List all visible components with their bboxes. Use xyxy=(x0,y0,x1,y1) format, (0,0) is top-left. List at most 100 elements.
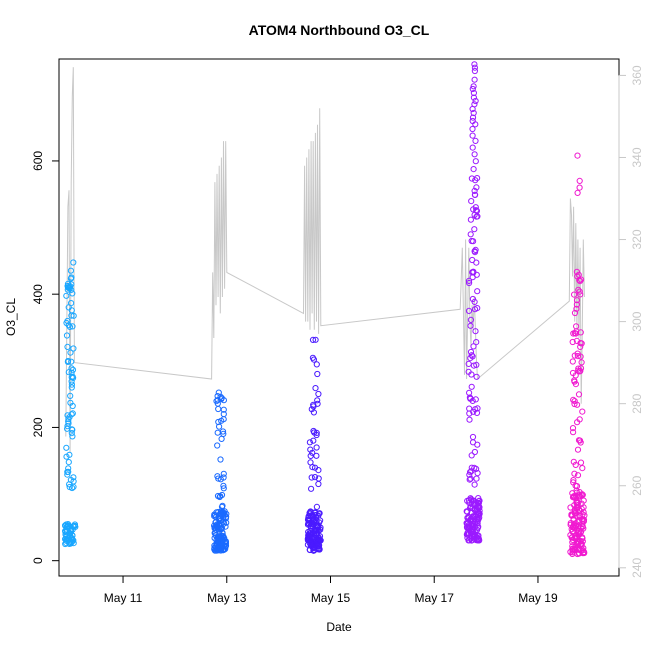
data-point xyxy=(466,476,473,483)
data-point xyxy=(576,278,584,285)
data-point xyxy=(64,412,71,419)
data-point xyxy=(467,316,474,323)
data-point xyxy=(469,132,476,139)
data-point xyxy=(70,259,77,266)
data-point xyxy=(63,444,70,451)
data-point xyxy=(466,530,473,537)
data-point xyxy=(573,328,580,335)
data-point xyxy=(68,426,76,433)
data-point xyxy=(214,473,221,480)
x-tick-label: May 17 xyxy=(415,591,455,605)
data-point xyxy=(572,372,579,379)
data-point xyxy=(310,437,317,444)
data-point xyxy=(470,362,477,369)
data-point xyxy=(65,416,72,423)
data-point xyxy=(471,64,478,71)
data-point xyxy=(574,446,582,453)
data-point xyxy=(471,187,478,194)
data-point xyxy=(578,500,585,507)
data-point xyxy=(473,409,481,416)
data-point xyxy=(220,397,227,404)
data-point xyxy=(314,400,321,407)
data-point xyxy=(467,231,474,238)
data-point xyxy=(470,83,477,90)
data-point xyxy=(471,61,478,68)
data-point xyxy=(307,446,314,453)
data-point xyxy=(472,204,479,211)
data-point xyxy=(467,504,474,511)
data-point xyxy=(469,295,476,303)
data-point xyxy=(470,343,477,350)
data-point xyxy=(220,411,227,418)
data-point xyxy=(474,520,481,527)
data-point xyxy=(215,405,222,413)
data-point xyxy=(221,539,228,546)
data-point xyxy=(571,309,579,317)
x-tick-label: May 19 xyxy=(518,591,558,605)
data-point xyxy=(575,391,583,398)
data-point xyxy=(470,109,477,117)
data-point xyxy=(571,400,578,408)
data-point xyxy=(473,506,481,513)
data-point xyxy=(474,470,481,477)
data-point xyxy=(66,451,73,458)
data-point xyxy=(571,291,578,298)
data-point xyxy=(211,546,218,553)
data-point xyxy=(466,416,473,423)
y-tick-label: 200 xyxy=(31,417,45,437)
data-point xyxy=(218,491,226,499)
data-point xyxy=(469,144,476,151)
data-point xyxy=(307,452,314,459)
data-point xyxy=(309,514,316,521)
data-point xyxy=(314,535,321,542)
data-point xyxy=(308,485,315,492)
y-right-tick-label: 300 xyxy=(630,311,644,331)
data-point xyxy=(475,499,482,506)
chart-title: ATOM4 Northbound O3_CL xyxy=(249,22,430,38)
data-point xyxy=(568,534,575,541)
data-point xyxy=(577,459,585,466)
data-point xyxy=(218,417,225,424)
data-point xyxy=(574,419,581,426)
data-point xyxy=(569,425,577,432)
y-right-tick-label: 340 xyxy=(630,147,644,167)
data-point xyxy=(313,361,320,368)
data-point xyxy=(574,189,581,196)
data-point xyxy=(212,524,219,532)
data-point xyxy=(217,476,224,483)
data-point xyxy=(217,538,224,545)
data-point xyxy=(573,323,580,330)
data-point xyxy=(214,429,221,436)
data-point xyxy=(466,405,473,412)
data-point xyxy=(577,546,584,553)
data-point xyxy=(579,523,586,531)
data-point xyxy=(570,477,577,484)
data-point xyxy=(579,516,586,523)
data-point xyxy=(468,383,475,390)
data-point xyxy=(467,216,474,223)
y-axis-label: O3_CL xyxy=(4,298,18,336)
data-point xyxy=(222,543,229,550)
data-point xyxy=(217,456,224,463)
data-point xyxy=(307,459,314,466)
data-point xyxy=(314,540,321,547)
data-point xyxy=(470,238,477,245)
data-point xyxy=(307,532,315,539)
data-point xyxy=(213,509,220,516)
data-point xyxy=(313,431,320,439)
data-point xyxy=(69,433,76,440)
data-point xyxy=(63,292,70,299)
data-point xyxy=(214,442,221,449)
data-point xyxy=(474,405,481,412)
data-point xyxy=(570,396,577,403)
data-point xyxy=(67,392,74,399)
data-point xyxy=(465,368,472,375)
data-point xyxy=(463,524,471,531)
data-point xyxy=(68,384,75,391)
data-point xyxy=(580,509,587,516)
data-point xyxy=(576,184,583,191)
data-point xyxy=(576,493,583,500)
data-point xyxy=(69,323,76,330)
data-point xyxy=(311,474,319,481)
